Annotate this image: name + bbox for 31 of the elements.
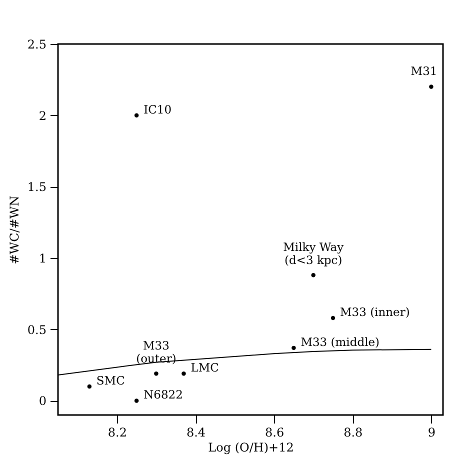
point <box>182 372 186 376</box>
y-tick-label: 0.5 <box>27 322 46 337</box>
point <box>134 113 139 118</box>
x-tick-label: 8.6 <box>265 426 284 440</box>
point <box>87 384 92 389</box>
point <box>154 372 158 376</box>
annotation: M31 <box>410 64 438 78</box>
point <box>330 316 336 320</box>
annotation: M33 (outer) <box>136 338 176 366</box>
point <box>311 273 316 278</box>
y-axis-title: #WC/#WN <box>7 196 22 264</box>
x-tick-label: 8.2 <box>108 426 127 440</box>
annotation: SMC <box>96 373 126 388</box>
x-tick-label: 8.4 <box>186 426 206 440</box>
y-tick-label: 1 <box>38 252 46 266</box>
point <box>134 398 139 403</box>
y-tick-label: 2 <box>38 108 46 123</box>
y-tick-label: 2.5 <box>27 38 46 52</box>
point <box>429 84 434 89</box>
annotation: M33 (inner) <box>340 304 410 319</box>
y-tick-label: 1.5 <box>27 180 46 194</box>
annotation: IC10 <box>144 102 172 116</box>
y-tick-label: 0 <box>38 394 46 408</box>
annotation: Milky Way (d<3 kpc) <box>283 240 344 268</box>
x-tick-label: 9 <box>428 426 436 440</box>
x-axis-title: Log (O/H)+12 <box>208 440 294 454</box>
annotation: N6822 <box>144 388 183 402</box>
annotation: M33 (middle) <box>300 334 380 349</box>
x-tick-label: 8.8 <box>344 426 363 440</box>
point <box>292 346 296 350</box>
annotation: LMC <box>190 360 220 375</box>
